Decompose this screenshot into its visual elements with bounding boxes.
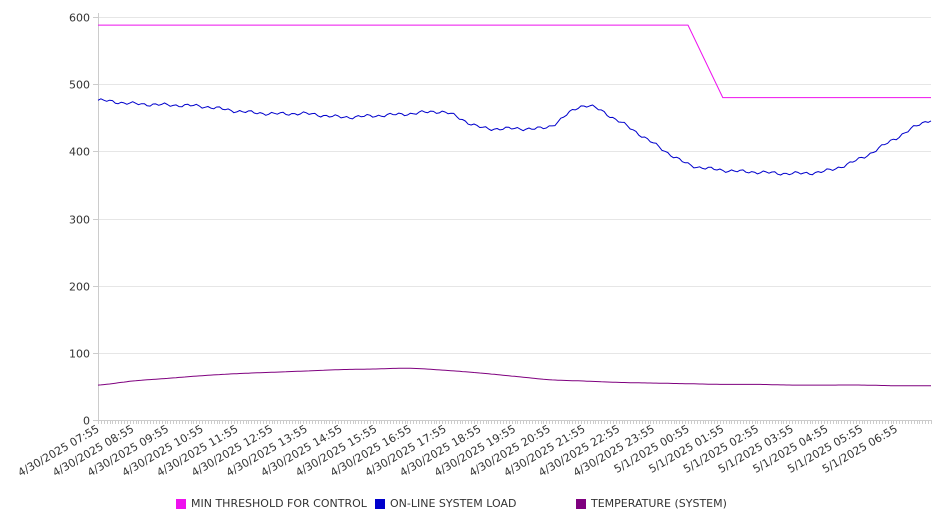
y-tick-label: 200 — [69, 281, 90, 294]
legend-label: ON-LINE SYSTEM LOAD — [390, 497, 517, 510]
y-axis: 0 100 200 300 400 500 600 — [69, 12, 99, 428]
series-line-0 — [98, 24, 931, 99]
y-tick-label: 600 — [69, 12, 90, 25]
legend-swatch — [176, 498, 186, 509]
grid-lines — [98, 17, 931, 421]
series-line-2 — [97, 367, 931, 387]
legend: MIN THRESHOLD FOR CONTROL ON-LINE SYSTEM … — [0, 497, 946, 515]
legend-label: MIN THRESHOLD FOR CONTROL — [191, 497, 367, 510]
plot-area — [97, 24, 932, 387]
legend-swatch — [375, 498, 385, 509]
legend-item[interactable]: MIN THRESHOLD FOR CONTROL — [176, 497, 367, 510]
y-tick-label: 100 — [69, 348, 90, 361]
series-line-1 — [97, 98, 932, 176]
y-tick-label: 0 — [83, 415, 90, 428]
legend-swatch — [576, 498, 586, 509]
legend-item[interactable]: TEMPERATURE (SYSTEM) — [576, 497, 727, 510]
legend-item[interactable]: ON-LINE SYSTEM LOAD — [375, 497, 516, 510]
x-axis: 4/30/2025 07:554/30/2025 08:554/30/2025 … — [16, 420, 932, 479]
y-tick-label: 500 — [69, 79, 90, 92]
y-tick-label: 300 — [69, 214, 90, 227]
legend-label: TEMPERATURE (SYSTEM) — [591, 497, 727, 510]
y-tick-label: 400 — [69, 146, 90, 159]
